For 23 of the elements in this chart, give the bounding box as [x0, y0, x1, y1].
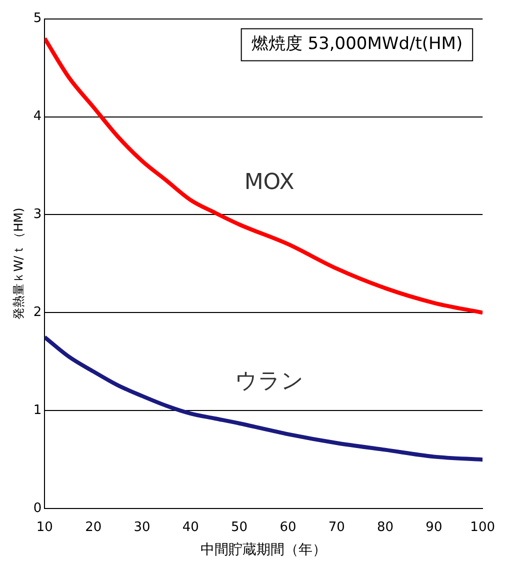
- x-tick-label: 40: [182, 520, 199, 535]
- x-tick-label: 90: [426, 520, 442, 535]
- y-tick-label: 5: [33, 11, 42, 26]
- x-tick-label: 70: [328, 520, 345, 535]
- series-label: ウラン: [234, 369, 304, 394]
- line-series: [44, 335, 483, 462]
- line-series: [44, 36, 483, 315]
- x-tick-label: 100: [470, 520, 496, 535]
- x-tick-label: 30: [134, 520, 150, 535]
- annotation: 燃焼度 53,000MWd/t(HM): [251, 34, 463, 54]
- y-tick-label: 1: [33, 403, 42, 418]
- x-tick-label: 50: [231, 520, 248, 535]
- x-tick-label: 80: [377, 520, 394, 535]
- x-tick-label: 20: [85, 520, 102, 535]
- x-tick-label: 60: [280, 520, 296, 535]
- y-tick-label: 2: [33, 305, 42, 320]
- y-axis-title: 発熱量ｋW/ｔ（HM): [11, 208, 26, 320]
- y-tick-label: 3: [33, 207, 42, 222]
- series-label: MOX: [244, 170, 294, 196]
- y-tick-label: 4: [33, 109, 42, 124]
- x-axis-title: 中間貯蔵期間（年）: [200, 542, 327, 558]
- x-tick-label: 10: [36, 520, 53, 535]
- y-tick-label: 0: [33, 500, 42, 516]
